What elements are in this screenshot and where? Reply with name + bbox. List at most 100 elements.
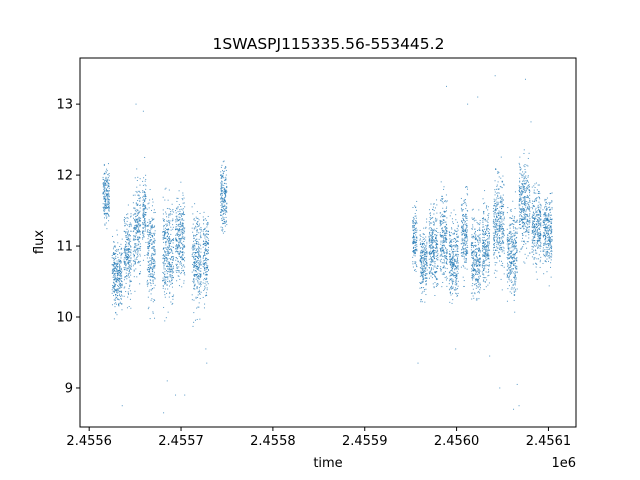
data-point	[510, 269, 512, 271]
data-point	[132, 194, 134, 196]
data-point	[460, 266, 462, 268]
data-point	[474, 263, 476, 265]
data-point	[132, 250, 134, 252]
data-point	[472, 269, 474, 271]
data-point	[167, 251, 169, 253]
data-point	[425, 294, 427, 296]
data-point	[198, 269, 200, 271]
data-point	[461, 227, 463, 229]
data-point	[152, 274, 154, 276]
data-point	[224, 193, 226, 195]
data-point	[171, 295, 173, 297]
data-point	[143, 210, 145, 212]
data-point	[422, 254, 424, 256]
data-point	[428, 233, 430, 235]
data-point	[166, 223, 168, 225]
data-point	[492, 207, 494, 209]
data-point	[432, 273, 434, 275]
data-point	[142, 232, 144, 234]
data-point	[178, 271, 180, 273]
data-point	[514, 216, 516, 218]
data-point	[162, 196, 164, 198]
data-point	[477, 287, 479, 289]
data-point	[163, 255, 165, 257]
data-point	[415, 244, 417, 246]
data-point	[115, 280, 117, 282]
data-point	[151, 217, 153, 219]
data-point	[493, 240, 495, 242]
data-point	[180, 256, 182, 258]
data-point	[433, 210, 435, 212]
data-point	[501, 198, 503, 200]
data-point	[482, 226, 484, 228]
data-point	[221, 217, 223, 219]
data-point	[412, 256, 414, 258]
data-point	[507, 276, 509, 278]
data-point	[111, 257, 113, 259]
data-point	[512, 261, 514, 263]
data-point	[464, 237, 466, 239]
data-point	[198, 249, 200, 251]
data-point	[430, 252, 432, 254]
data-point	[487, 271, 489, 273]
data-point	[145, 196, 147, 198]
data-point	[509, 217, 511, 219]
data-point	[206, 267, 208, 269]
data-point	[134, 246, 136, 248]
data-point	[486, 225, 488, 227]
data-point	[456, 221, 458, 223]
data-point	[151, 254, 153, 256]
data-point	[485, 245, 487, 247]
data-point	[510, 250, 511, 252]
data-point	[116, 268, 118, 270]
data-point	[499, 255, 501, 257]
data-point	[147, 269, 149, 271]
data-point	[136, 226, 138, 228]
data-point	[225, 178, 227, 180]
data-point	[450, 261, 452, 263]
data-point	[171, 251, 173, 253]
data-point	[220, 194, 222, 196]
data-point	[450, 264, 452, 266]
data-point	[128, 255, 130, 257]
data-point	[425, 274, 427, 276]
data-point	[421, 243, 423, 245]
data-point	[134, 220, 136, 222]
data-point	[127, 291, 129, 293]
data-point	[223, 217, 225, 219]
data-point	[144, 212, 146, 214]
data-point	[221, 175, 223, 177]
data-point	[475, 255, 477, 257]
data-point	[420, 270, 422, 272]
data-point	[172, 242, 174, 244]
data-point	[207, 242, 209, 244]
data-point	[164, 250, 166, 252]
data-point	[502, 194, 504, 196]
data-point	[134, 227, 136, 229]
data-point	[440, 200, 442, 202]
data-point	[151, 226, 153, 228]
data-point	[485, 240, 487, 242]
data-point	[115, 271, 117, 273]
data-point	[477, 247, 479, 249]
data-point	[499, 230, 501, 232]
data-point	[453, 209, 455, 211]
data-point	[138, 220, 140, 222]
data-point	[126, 275, 128, 277]
data-point	[148, 245, 150, 247]
data-point	[455, 255, 457, 257]
data-point	[445, 201, 447, 203]
data-point	[446, 263, 448, 265]
data-point	[165, 254, 167, 256]
data-point	[488, 274, 490, 276]
data-point	[145, 174, 147, 176]
data-point	[487, 254, 489, 256]
data-point	[494, 233, 496, 235]
data-point	[167, 233, 169, 235]
data-point	[178, 244, 180, 246]
data-point	[461, 243, 463, 245]
data-point	[181, 247, 183, 249]
data-point	[499, 247, 501, 249]
data-point	[500, 249, 502, 251]
data-point	[514, 191, 516, 193]
